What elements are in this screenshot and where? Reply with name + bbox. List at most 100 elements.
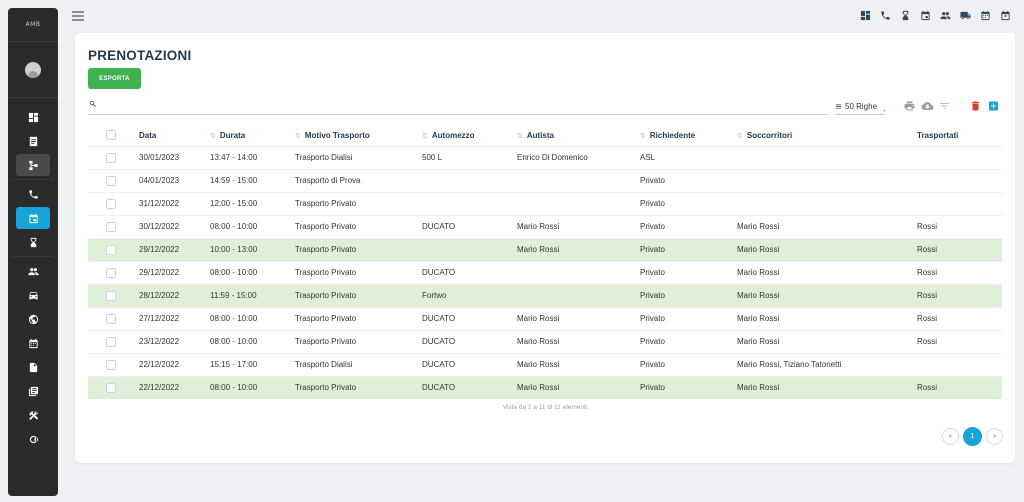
sidebar-item-logout[interactable] (16, 428, 50, 450)
row-checkbox[interactable] (106, 152, 116, 163)
cell-automezzo (422, 168, 517, 192)
sidebar-item-file[interactable] (16, 356, 50, 378)
sidebar-item-people[interactable] (16, 260, 50, 282)
export-button[interactable]: ESPORTA (88, 68, 141, 89)
row-select-cell (88, 191, 139, 215)
table-row[interactable]: 27/12/2022 08:00 - 10:00 Trasporto Privato… (88, 306, 1002, 330)
file-icon (29, 362, 37, 372)
top-truck-button[interactable] (959, 9, 972, 22)
delete-button[interactable] (968, 99, 982, 112)
cell-data: 30/01/2023 (139, 145, 210, 169)
top-people-button[interactable] (939, 9, 952, 22)
row-checkbox[interactable] (106, 290, 116, 301)
cell-soccorritori (737, 168, 917, 192)
filter-button[interactable] (937, 99, 951, 112)
table-row[interactable]: 22/12/2022 08:00 - 10:00 Trasporto Privato… (88, 375, 1002, 399)
sidebar-item-hierarchy[interactable] (16, 154, 50, 176)
rows-per-page-select[interactable]: 50 Righe (835, 99, 886, 115)
column-header-richiedente[interactable]: ⇅ Richiedente (640, 130, 696, 140)
top-phone-button[interactable] (879, 9, 892, 22)
next-page-button[interactable]: > (986, 428, 1003, 445)
row-select-cell (88, 214, 139, 238)
print-button[interactable] (902, 99, 916, 112)
calendar-icon (28, 213, 38, 223)
row-checkbox[interactable] (106, 244, 116, 255)
select-all-checkbox[interactable] (106, 130, 116, 141)
prev-page-button[interactable]: < (942, 428, 959, 445)
column-header-motivo[interactable]: ⇅ Motivo Trasporto (295, 130, 370, 140)
cell-motivo: Trasporto Privato (295, 306, 422, 330)
avatar[interactable] (25, 61, 41, 78)
sidebar-item-waiting[interactable] (16, 231, 50, 253)
page-title: PRENOTAZIONI (88, 48, 192, 63)
table-row[interactable]: 28/12/2022 11:59 - 15:00 Trasporto Privato… (88, 283, 1002, 307)
table-row[interactable]: 31/12/2022 12:00 - 15:00 Trasporto Privato… (88, 191, 1002, 215)
hierarchy-icon (28, 160, 38, 170)
copy-icon (28, 386, 38, 396)
table-row[interactable]: 30/12/2022 08:00 - 10:00 Trasporto Privato… (88, 214, 1002, 238)
column-header-data[interactable]: Data (139, 130, 157, 140)
sidebar-item-documents[interactable] (16, 130, 50, 152)
sort-icon: ⇅ (422, 132, 428, 140)
row-checkbox[interactable] (106, 382, 116, 393)
sidebar-item-prenotazioni[interactable] (16, 207, 50, 229)
cloud-download-button[interactable] (920, 99, 934, 112)
cell-soccorritori (737, 191, 917, 215)
row-select-cell (88, 260, 139, 284)
sidebar-item-dashboard[interactable] (16, 106, 50, 128)
sidebar-item-copy[interactable] (16, 380, 50, 402)
column-header-automezzo[interactable]: ⇅ Automezzo (422, 130, 475, 140)
cell-durata: 08:00 - 10:00 (210, 375, 295, 399)
cell-trasportati: Rossi (917, 306, 1002, 330)
row-checkbox[interactable] (106, 175, 116, 186)
row-checkbox[interactable] (106, 198, 116, 209)
app-logo[interactable]: AMB (8, 8, 58, 42)
sort-icon: ⇅ (640, 132, 646, 140)
cell-data: 22/12/2022 (139, 352, 210, 376)
column-header-trasportati[interactable]: Trasportati (917, 130, 959, 140)
search-input[interactable] (102, 97, 822, 113)
add-icon (988, 101, 998, 110)
table-row[interactable]: 29/12/2022 10:00 - 13:00 Trasporto Privato… (88, 237, 1002, 261)
table-row[interactable]: 29/12/2022 08:00 - 10:00 Trasporto Privato… (88, 260, 1002, 284)
row-checkbox[interactable] (106, 336, 116, 347)
car-icon (28, 291, 38, 300)
cell-durata: 08:00 - 10:00 (210, 329, 295, 353)
row-select-cell (88, 237, 139, 261)
cell-autista (517, 168, 640, 192)
cell-automezzo: Fortwo (422, 283, 517, 307)
row-select-cell (88, 375, 139, 399)
cell-trasportati (917, 145, 1002, 169)
sidebar-item-calendar-grid[interactable] (16, 332, 50, 354)
sidebar-item-vehicles[interactable] (16, 284, 50, 306)
cell-soccorritori: Mario Rossi (737, 329, 917, 353)
row-checkbox[interactable] (106, 267, 116, 278)
filter-icon (939, 102, 949, 109)
column-header-soccorritori[interactable]: ⇅ Soccorritori (737, 130, 793, 140)
table-row[interactable]: 22/12/2022 15:15 - 17:00 Trasporto Dialisi… (88, 352, 1002, 376)
add-button[interactable] (986, 99, 1000, 112)
sidebar-item-globe[interactable] (16, 308, 50, 330)
row-checkbox[interactable] (106, 221, 116, 232)
table-row[interactable]: 04/01/2023 14:59 - 15:00 Trasporto di Prov… (88, 168, 1002, 192)
dashboard-icon (860, 10, 871, 21)
table-row[interactable]: 30/01/2023 13:47 - 14:00 Trasporto Dialisi… (88, 145, 1002, 169)
top-calendar-x-button[interactable] (999, 9, 1012, 22)
row-checkbox[interactable] (106, 359, 116, 370)
cell-motivo: Trasporto Privato (295, 191, 422, 215)
top-calendar-check-button[interactable] (919, 9, 932, 22)
column-header-autista[interactable]: ⇅ Autista (517, 130, 554, 140)
top-hourglass-button[interactable] (899, 9, 912, 22)
menu-toggle-icon[interactable] (72, 11, 84, 21)
sidebar-item-phone[interactable] (16, 183, 50, 205)
column-header-durata[interactable]: ⇅ Durata (210, 130, 246, 140)
list-icon (835, 104, 842, 109)
table-row[interactable]: 23/12/2022 08:00 - 10:00 Trasporto Privato… (88, 329, 1002, 353)
cell-data: 31/12/2022 (139, 191, 210, 215)
top-calendar-button[interactable] (979, 9, 992, 22)
sidebar-item-tools[interactable] (16, 404, 50, 426)
page-1-button[interactable]: 1 (963, 427, 982, 446)
row-checkbox[interactable] (106, 313, 116, 324)
top-dashboard-button[interactable] (859, 9, 872, 22)
rows-per-page-label: 50 Righe (845, 102, 878, 111)
